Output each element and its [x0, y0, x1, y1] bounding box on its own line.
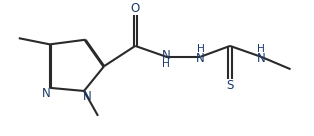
- Text: H: H: [257, 44, 265, 54]
- Text: H: H: [197, 44, 204, 54]
- Text: N: N: [42, 87, 51, 100]
- Text: N: N: [257, 52, 265, 65]
- Text: N: N: [162, 49, 171, 62]
- Text: O: O: [131, 1, 140, 15]
- Text: N: N: [83, 90, 91, 103]
- Text: S: S: [226, 79, 234, 92]
- Text: N: N: [196, 52, 205, 65]
- Text: H: H: [162, 59, 170, 69]
